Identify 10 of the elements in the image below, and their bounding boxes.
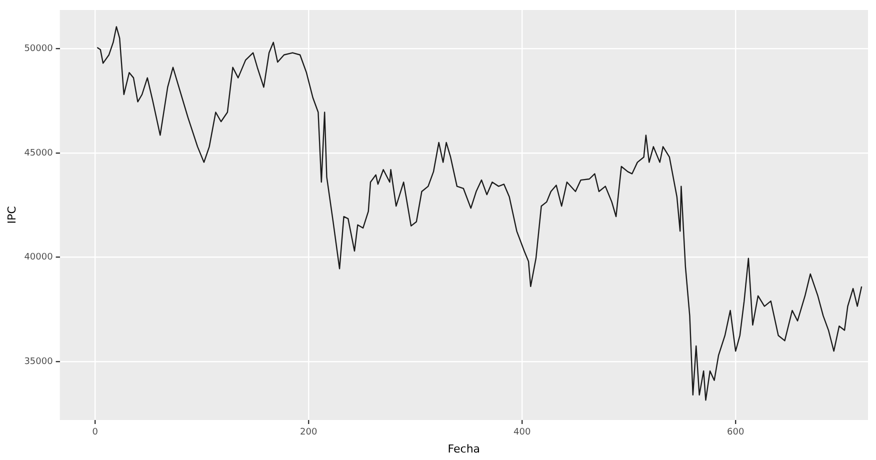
y-axis-title: IPC	[5, 206, 18, 224]
x-tick-label: 600	[727, 428, 744, 438]
y-tick-label: 50000	[24, 44, 54, 54]
y-tick-label: 45000	[24, 148, 54, 158]
x-tick-label: 200	[300, 428, 318, 438]
x-axis-title: Fecha	[448, 442, 480, 456]
x-tick-label: 0	[92, 428, 98, 438]
x-tick-label: 400	[514, 428, 531, 438]
y-tick-label: 35000	[24, 356, 54, 367]
y-tick-label: 40000	[24, 252, 54, 263]
